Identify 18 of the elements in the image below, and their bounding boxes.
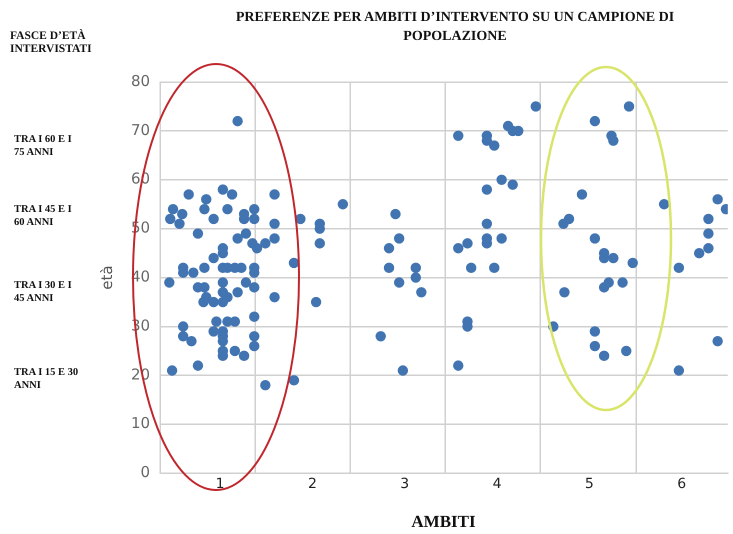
x-tick-label: 5: [584, 476, 594, 492]
text: TRA I 45 E I 60 ANNI: [14, 203, 73, 229]
text: FASCE D’ETÀ INTERVISTATI: [10, 30, 93, 56]
x-axis-title: AMBITI: [410, 512, 477, 532]
text: TRA I 30 E I 45 ANNI: [14, 279, 73, 305]
y-tick-label: 80: [130, 72, 150, 90]
x-tick-label: 1: [216, 476, 225, 492]
chart-title: PREFERENZE PER AMBITI D’INTERVENTO SU UN CAMPIONE DI POPOLAZIONE: [234, 9, 676, 46]
text: TRA I 60 E I 75 ANNI: [14, 133, 73, 159]
y-axis-title: età: [98, 265, 116, 290]
x-tick-label: 3: [400, 476, 410, 492]
y-tick-label: 0: [140, 463, 150, 482]
y-tick-label: 70: [130, 120, 150, 139]
x-tick-label: 6: [677, 476, 686, 492]
x-tick-label: 4: [492, 476, 502, 492]
x-tick-label: 2: [308, 476, 317, 492]
text: TRA I 15 E 30 ANNI: [14, 366, 80, 392]
y-tick-label: 10: [130, 414, 150, 432]
